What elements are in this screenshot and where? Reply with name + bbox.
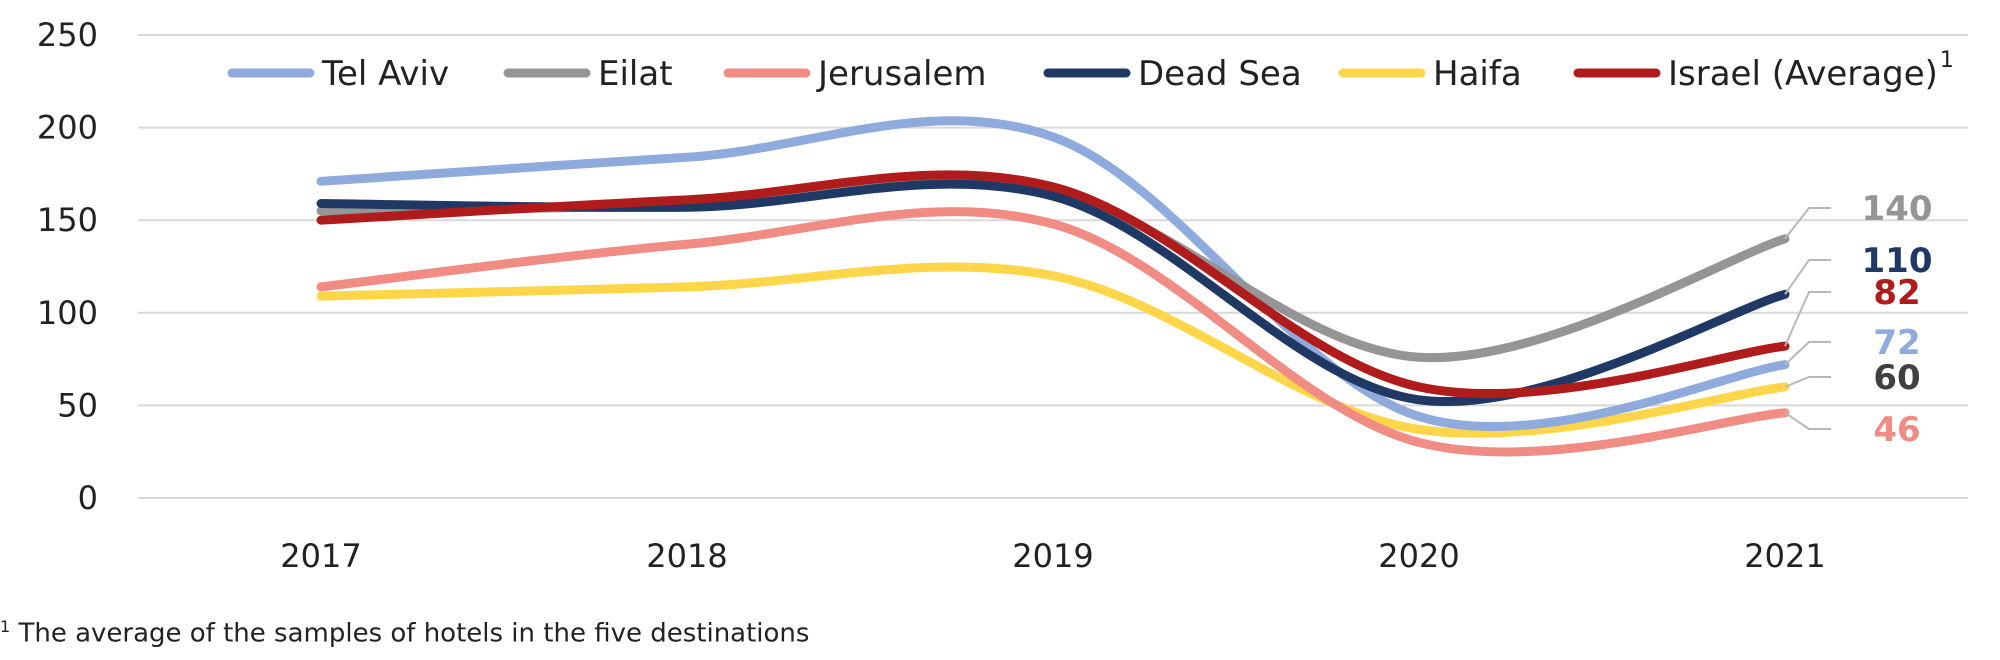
legend-label: Dead Sea xyxy=(1138,54,1302,94)
legend-label: Haifa xyxy=(1433,54,1522,94)
x-tick-label: 2019 xyxy=(1012,537,1093,575)
line-chart: 0 50 100 150 200 250 2017 2018 2019 2020 2021 72 1… xyxy=(37,16,1968,575)
end-value-label: 60 xyxy=(1873,358,1920,398)
y-tick-label: 50 xyxy=(57,386,98,424)
end-value-label: 82 xyxy=(1873,273,1920,313)
series-line-haifa xyxy=(316,262,1790,438)
leader-line xyxy=(1784,259,1831,295)
leader-line xyxy=(1784,376,1831,388)
legend-label: Eilat xyxy=(598,54,673,94)
end-value-label: 140 xyxy=(1862,189,1933,229)
leader-line xyxy=(1784,207,1831,240)
legend-label: Jerusalem xyxy=(816,54,987,94)
y-tick-label: 0 xyxy=(78,479,98,517)
x-tick-label: 2021 xyxy=(1744,537,1825,575)
x-tick-label: 2017 xyxy=(280,537,361,575)
y-tick-label: 250 xyxy=(37,16,98,54)
leader-line xyxy=(1784,411,1831,430)
y-tick-label: 100 xyxy=(37,294,98,332)
legend: Tel Aviv Eilat Jerusalem Dead Sea Haifa Israe… xyxy=(227,48,1954,94)
y-tick-label: 200 xyxy=(37,109,98,147)
leader-line xyxy=(1784,341,1831,366)
series-lines xyxy=(316,116,1790,457)
y-tick-label: 150 xyxy=(37,201,98,239)
series-line-jerusalem xyxy=(316,207,1790,457)
leader-line xyxy=(1784,291,1831,347)
end-label-leaders xyxy=(1784,207,1831,430)
end-value-label: 110 xyxy=(1862,241,1933,281)
gridlines xyxy=(138,34,1968,499)
x-tick-label: 2020 xyxy=(1378,537,1459,575)
x-axis-ticks: 2017 2018 2019 2020 2021 xyxy=(280,537,1825,575)
footnote: 1 The average of the samples of hotels i… xyxy=(0,617,809,649)
legend-superscript: 1 xyxy=(1940,48,1954,73)
legend-label: Israel (Average) xyxy=(1668,54,1938,94)
y-axis-ticks: 0 50 100 150 200 250 xyxy=(37,16,98,517)
series-line-tel-aviv xyxy=(316,116,1790,432)
end-value-label: 72 xyxy=(1873,323,1920,363)
series-line-israel-average xyxy=(316,170,1790,398)
end-labels: 72 140 46 110 60 82 xyxy=(1862,189,1933,450)
legend-label: Tel Aviv xyxy=(321,54,449,94)
footnote-text: The average of the samples of hotels in … xyxy=(10,618,810,649)
x-tick-label: 2018 xyxy=(646,537,727,575)
end-value-label: 46 xyxy=(1873,410,1920,450)
footnote-marker: 1 xyxy=(0,617,11,636)
